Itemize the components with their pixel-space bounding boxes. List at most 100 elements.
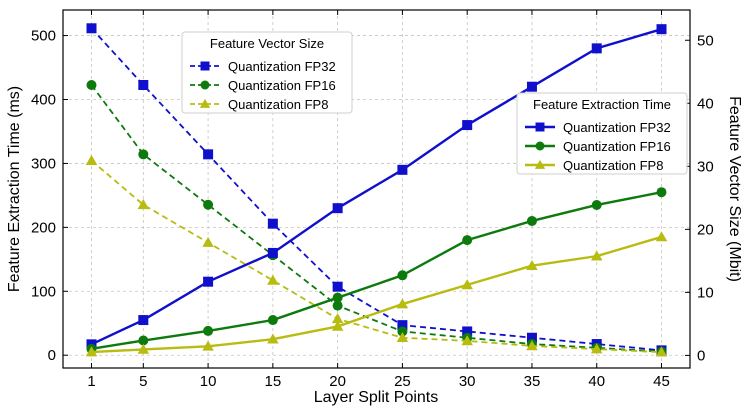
data-point — [202, 236, 214, 247]
data-point — [267, 333, 279, 344]
data-point — [138, 335, 149, 346]
data-point — [332, 203, 343, 214]
data-point — [526, 332, 537, 343]
data-point — [655, 346, 668, 357]
y-left-tick-label: 0 — [48, 347, 56, 364]
y-right-tick-label: 30 — [697, 158, 714, 175]
x-tick-label: 15 — [265, 373, 282, 390]
data-point — [590, 343, 603, 354]
axes: 1 5 10 15 20 25 30 35 40 450100200300400500010203… — [31, 9, 714, 390]
data-point — [397, 320, 408, 331]
y-right-tick-label: 0 — [697, 347, 705, 364]
y-right-tick-label: 20 — [697, 221, 714, 238]
legend-marker — [199, 98, 211, 108]
series-line — [90, 84, 662, 353]
data-point — [138, 149, 149, 160]
x-tick-label: 35 — [524, 373, 541, 390]
data-point — [461, 335, 473, 346]
data-point — [202, 340, 214, 351]
x-tick-label: 10 — [200, 373, 217, 390]
legend-marker — [200, 61, 210, 71]
legend-entry-label: Quantization FP32 — [563, 120, 671, 135]
data-point — [203, 199, 214, 210]
series-time-quantization-fp8 — [85, 231, 668, 357]
series-line — [90, 28, 662, 346]
data-point — [138, 315, 149, 326]
legend-marker — [200, 80, 210, 90]
y-left-tick-label: 400 — [31, 92, 56, 109]
data-point — [591, 199, 602, 210]
data-point — [656, 187, 667, 198]
data-point — [396, 298, 409, 309]
y-right-tick-label: 50 — [697, 32, 714, 49]
series-line — [90, 27, 662, 352]
series-layer — [85, 23, 668, 357]
data-point — [85, 346, 98, 357]
data-point — [137, 199, 150, 210]
legend-feature-vector-size: Feature Vector Size Quantization FP32 Quan… — [181, 31, 353, 114]
legend-entry-label: Quantization FP8 — [563, 158, 663, 173]
data-point — [397, 270, 408, 281]
data-point — [267, 315, 278, 326]
y-right-tick-label: 40 — [697, 95, 714, 112]
legend-box — [181, 31, 353, 114]
x-tick-label: 25 — [394, 373, 411, 390]
data-point — [656, 24, 667, 35]
data-point — [462, 326, 473, 337]
y-left-tick-label: 100 — [31, 283, 56, 300]
data-point — [655, 231, 668, 242]
data-point — [462, 120, 473, 131]
x-tick-label: 1 — [87, 373, 95, 390]
data-point — [526, 259, 538, 271]
data-point — [397, 164, 408, 175]
x-tick-label: 45 — [653, 373, 670, 390]
legend-marker — [535, 122, 545, 132]
y-axis-left-label: Feature Extraction Time (ms) — [6, 86, 23, 292]
data-point — [86, 23, 97, 34]
data-point — [86, 80, 97, 91]
data-point — [526, 215, 537, 226]
series-line — [91, 235, 662, 354]
data-point — [267, 218, 278, 229]
legend-entry-label: Quantization FP16 — [563, 139, 671, 154]
y-left-tick-label: 300 — [31, 155, 56, 172]
data-point — [331, 320, 344, 331]
data-point — [138, 80, 149, 91]
legend-entry-label: Quantization FP8 — [228, 97, 328, 112]
data-point — [203, 149, 214, 160]
data-point — [461, 279, 473, 290]
legend-marker — [535, 141, 545, 151]
data-point — [332, 292, 343, 303]
legend-entry-label: Quantization FP32 — [228, 59, 336, 74]
y-left-tick-label: 200 — [31, 219, 56, 236]
x-axis-label: Layer Split Points — [314, 389, 439, 406]
data-point — [591, 43, 602, 54]
data-point — [332, 281, 343, 292]
data-point — [526, 340, 538, 351]
series-size-quantization-fp8 — [85, 154, 668, 357]
data-point — [397, 326, 408, 337]
data-point — [396, 331, 409, 343]
x-tick-label: 5 — [139, 373, 147, 390]
plot-frame — [62, 9, 691, 369]
data-point — [267, 247, 278, 258]
data-point — [85, 154, 98, 165]
data-point — [332, 300, 343, 311]
data-point — [331, 313, 344, 324]
data-point — [462, 235, 473, 246]
x-tick-label: 20 — [329, 373, 346, 390]
legend-entry-label: Quantization FP16 — [228, 78, 336, 93]
series-line — [91, 191, 662, 351]
grid — [63, 10, 690, 368]
x-tick-label: 40 — [588, 373, 605, 390]
legend-title: Feature Extraction Time — [533, 97, 671, 112]
plot-area — [63, 10, 690, 368]
data-point — [203, 276, 214, 287]
y-right-tick-label: 10 — [697, 284, 714, 301]
legend-marker — [534, 159, 546, 169]
legend-title: Feature Vector Size — [210, 36, 324, 51]
data-point — [203, 325, 214, 336]
y-axis-right-label: Feature Vector Size (Mbit) — [726, 96, 741, 282]
y-left-tick-label: 500 — [31, 28, 56, 45]
